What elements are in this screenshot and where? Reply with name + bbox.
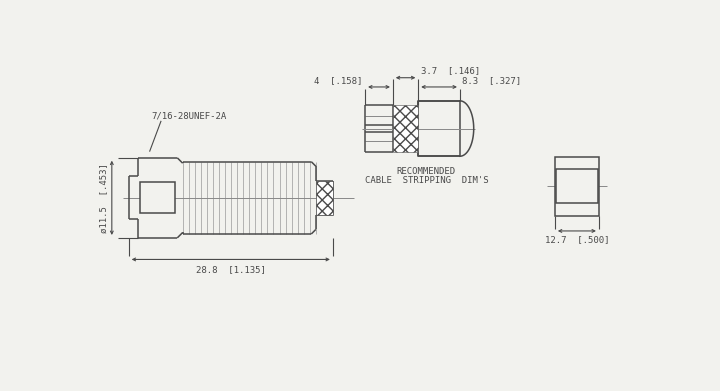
Text: RECOMMENDED: RECOMMENDED xyxy=(397,167,456,176)
Text: 28.8  [1.135]: 28.8 [1.135] xyxy=(196,265,266,274)
Bar xyxy=(556,169,598,203)
Bar xyxy=(418,101,460,156)
Text: 12.7  [.500]: 12.7 [.500] xyxy=(544,235,609,244)
Text: 7/16-28UNEF-2A: 7/16-28UNEF-2A xyxy=(152,112,227,121)
Bar xyxy=(316,181,333,215)
Text: ø11.5  [.453]: ø11.5 [.453] xyxy=(99,163,108,233)
Bar xyxy=(393,106,418,152)
Bar xyxy=(140,183,175,213)
Text: 3.7  [.146]: 3.7 [.146] xyxy=(420,66,480,75)
Bar xyxy=(555,157,599,215)
Text: 8.3  [.327]: 8.3 [.327] xyxy=(462,75,521,84)
Text: CABLE  STRIPPING  DIM'S: CABLE STRIPPING DIM'S xyxy=(364,176,488,185)
Text: 4  [.158]: 4 [.158] xyxy=(315,75,363,84)
